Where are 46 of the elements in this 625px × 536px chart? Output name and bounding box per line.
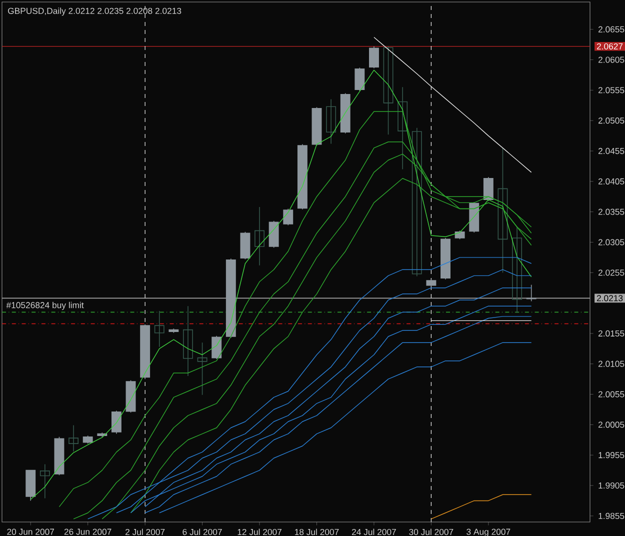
candlestick: [369, 46, 379, 69]
y-tick-label: 2.0605: [598, 56, 624, 63]
x-tick-label: 12 Jul 2007: [238, 528, 282, 536]
y-tick-label: 1.9955: [598, 452, 624, 458]
candlestick: [283, 208, 294, 226]
candlestick: [212, 335, 222, 360]
ref-line-label: 2.0213: [596, 295, 623, 302]
candlestick: [398, 86, 408, 170]
y-tick-label: 2.0405: [598, 178, 624, 184]
candlestick: [197, 342, 208, 396]
candlestick: [183, 306, 193, 376]
y-tick-label: 2.0305: [598, 239, 624, 246]
candlestick: [154, 310, 164, 348]
candlestick: [68, 424, 79, 452]
candlestick: [326, 98, 336, 144]
candlestick: [483, 176, 494, 202]
candlestick: [40, 464, 50, 499]
y-tick-label: 2.0505: [598, 118, 624, 124]
y-tick-label: 2.0005: [598, 422, 624, 428]
candlestick: [498, 148, 508, 274]
x-tick-label: 26 Jun 2007: [64, 528, 112, 535]
x-tick-label: 2 Jul 2007: [126, 528, 165, 536]
text: GBPUSD,Daily 2.0212 2.0235 2.0208 2.0213: [8, 8, 182, 16]
ref-line-label: #10526824 buy limit: [6, 302, 84, 310]
y-tick-label: 2.0055: [598, 391, 624, 398]
x-tick-label: 30 Jul 2007: [409, 528, 454, 536]
y-tick-label: 2.0355: [598, 208, 624, 215]
candlestick: [512, 226, 522, 314]
y-tick-label: 2.0255: [598, 270, 624, 276]
candlestick: [354, 67, 365, 92]
candlestick: [412, 127, 422, 277]
y-tick-label: 1.9855: [598, 512, 624, 519]
x-tick-label: 24 Jul 2007: [352, 528, 396, 536]
y-tick-label: 2.0455: [598, 148, 624, 154]
candlestick: [254, 206, 264, 266]
candlestick: [383, 46, 394, 135]
y-tick-label: 2.0555: [598, 87, 624, 94]
candlestick: [111, 410, 122, 434]
x-tick-label: 6 Jul 2007: [182, 528, 222, 536]
x-tick-label: 20 Jun 2007: [7, 528, 54, 535]
y-tick-label: 2.0155: [598, 330, 624, 337]
y-tick-label: 2.0105: [598, 360, 624, 367]
y-tick-label: 1.9905: [598, 482, 624, 489]
x-tick-label: 18 Jul 2007: [295, 528, 339, 536]
ref-line-label: 2.0627: [596, 43, 623, 50]
y-tick-label: 2.0655: [598, 26, 624, 32]
